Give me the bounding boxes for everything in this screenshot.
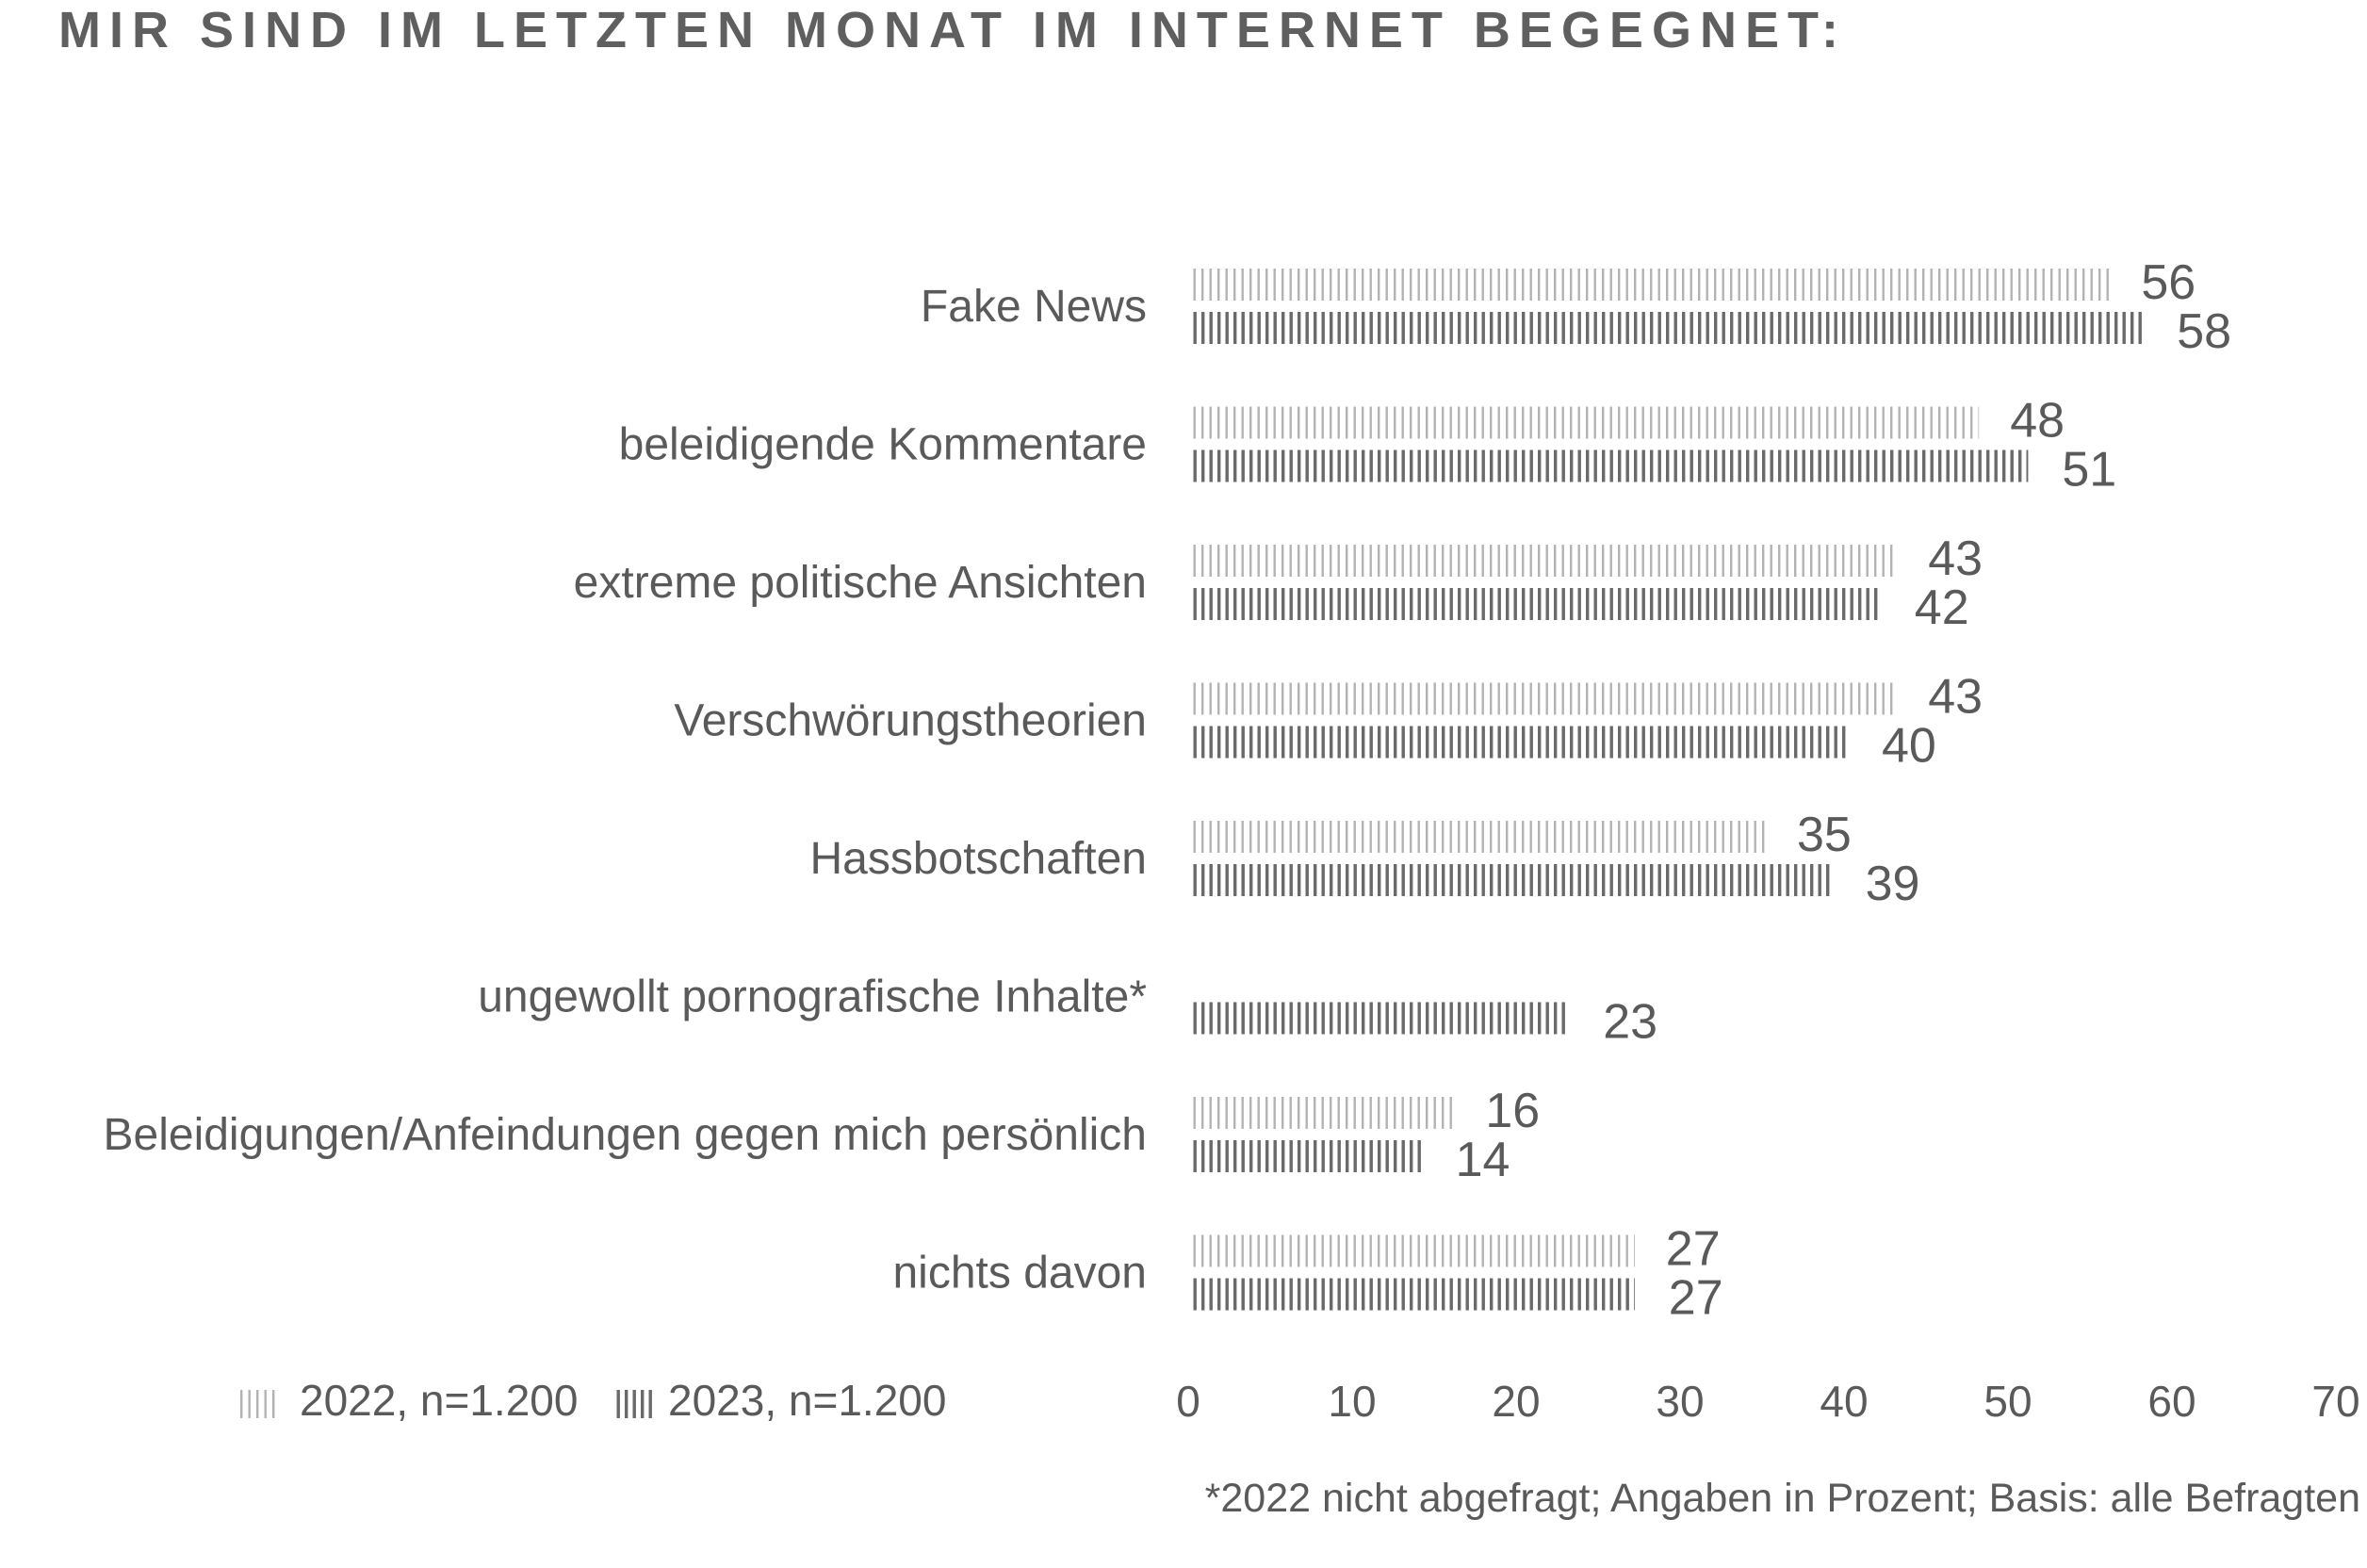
category-label-beleidigende-kommentare: beleidigende Kommentare — [619, 420, 1147, 470]
x-tick-label-50: 50 — [1983, 1377, 2032, 1426]
x-axis-ticks: 0 10 20 30 40 50 60 70 — [1176, 1377, 2359, 1426]
legend-item-2023: 2023, n=1.200 — [612, 1376, 946, 1425]
legend-item-2022: 2022, n=1.200 — [236, 1376, 578, 1425]
x-tick-label-10: 10 — [1328, 1377, 1376, 1426]
x-tick-label-30: 30 — [1656, 1377, 1704, 1426]
value-label-extreme-politische-ansichten-2022: 43 — [1928, 531, 1983, 586]
value-label-hassbotschaften-2022: 35 — [1797, 808, 1852, 862]
bar-extreme-politische-ansichten-2022 — [1192, 545, 1898, 577]
bar-beleidigende-kommentare-2023 — [1192, 449, 2029, 482]
legend-label-2022: 2022, n=1.200 — [300, 1376, 578, 1425]
bar-beleidigungen-anfeindungen-gegen-mich-persönlich-2022 — [1192, 1097, 1455, 1129]
category-label-nichts-davon: nichts davon — [892, 1249, 1147, 1298]
x-tick-label-20: 20 — [1492, 1377, 1540, 1426]
bar-nichts-davon-2023 — [1192, 1278, 1635, 1311]
value-label-ungewollt-pornografische-inhalte-2023: 23 — [1603, 995, 1657, 1050]
category-label-beleidigungen-anfeindungen-gegen-mich-persönlich: Beleidigungen/Anfeindungen gegen mich pe… — [104, 1110, 1148, 1160]
value-label-nichts-davon-2023: 27 — [1669, 1271, 1723, 1326]
bar-hassbotschaften-2022 — [1192, 821, 1766, 853]
value-label-verschwörungstheorien-2023: 40 — [1882, 719, 1936, 774]
bar-nichts-davon-2022 — [1192, 1234, 1635, 1267]
chart-title: MIR SIND IM LETZTEN MONAT IM INTERNET BE… — [58, 2, 1847, 58]
legend-swatch-2022 — [236, 1390, 275, 1418]
value-label-beleidigende-kommentare-2022: 48 — [2010, 394, 2065, 449]
category-label-hassbotschaften: Hassbotschaften — [809, 834, 1147, 884]
bars-layer — [1192, 269, 2144, 1311]
bar-beleidigungen-anfeindungen-gegen-mich-persönlich-2023 — [1192, 1140, 1422, 1172]
value-label-fake-news-2023: 58 — [2177, 304, 2231, 359]
legend-label-2023: 2023, n=1.200 — [668, 1376, 946, 1425]
bar-extreme-politische-ansichten-2023 — [1192, 588, 1881, 620]
category-label-fake-news: Fake News — [921, 282, 1147, 332]
value-label-nichts-davon-2022: 27 — [1666, 1222, 1721, 1277]
value-label-fake-news-2022: 56 — [2141, 255, 2196, 310]
category-label-ungewollt-pornografische-inhalte: ungewollt pornografische Inhalte* — [478, 972, 1147, 1022]
x-tick-label-70: 70 — [2311, 1377, 2359, 1426]
category-label-extreme-politische-ansichten: extreme politische Ansichten — [574, 558, 1147, 608]
category-label-verschwörungstheorien: Verschwörungstheorien — [674, 696, 1147, 746]
bar-hassbotschaften-2023 — [1192, 864, 1832, 896]
bar-beleidigende-kommentare-2022 — [1192, 406, 1980, 439]
bar-verschwörungstheorien-2023 — [1192, 726, 1848, 759]
x-tick-label-60: 60 — [2147, 1377, 2196, 1426]
legend: 2022, n=1.200 2023, n=1.200 — [236, 1376, 946, 1425]
value-label-hassbotschaften-2023: 39 — [1866, 857, 1920, 911]
bar-fake-news-2022 — [1192, 269, 2111, 301]
x-tick-label-0: 0 — [1176, 1377, 1200, 1426]
value-label-beleidigende-kommentare-2023: 51 — [2062, 443, 2116, 498]
value-label-verschwörungstheorien-2022: 43 — [1928, 670, 1983, 725]
value-label-extreme-politische-ansichten-2023: 42 — [1915, 580, 1969, 635]
legend-swatch-2023 — [612, 1390, 652, 1418]
bar-fake-news-2023 — [1192, 312, 2144, 344]
bar-verschwörungstheorien-2022 — [1192, 682, 1898, 715]
value-label-beleidigungen-anfeindungen-gegen-mich-persönlich-2023: 14 — [1456, 1133, 1510, 1187]
footnote: *2022 nicht abgefragt; Angaben in Prozen… — [1205, 1476, 2360, 1521]
x-tick-label-40: 40 — [1820, 1377, 1868, 1426]
value-label-beleidigungen-anfeindungen-gegen-mich-persönlich-2022: 16 — [1485, 1084, 1540, 1138]
bar-ungewollt-pornografische-inhalte-2023 — [1192, 1002, 1570, 1035]
category-labels: Fake News beleidigende Kommentare extreme … — [104, 282, 1148, 1298]
